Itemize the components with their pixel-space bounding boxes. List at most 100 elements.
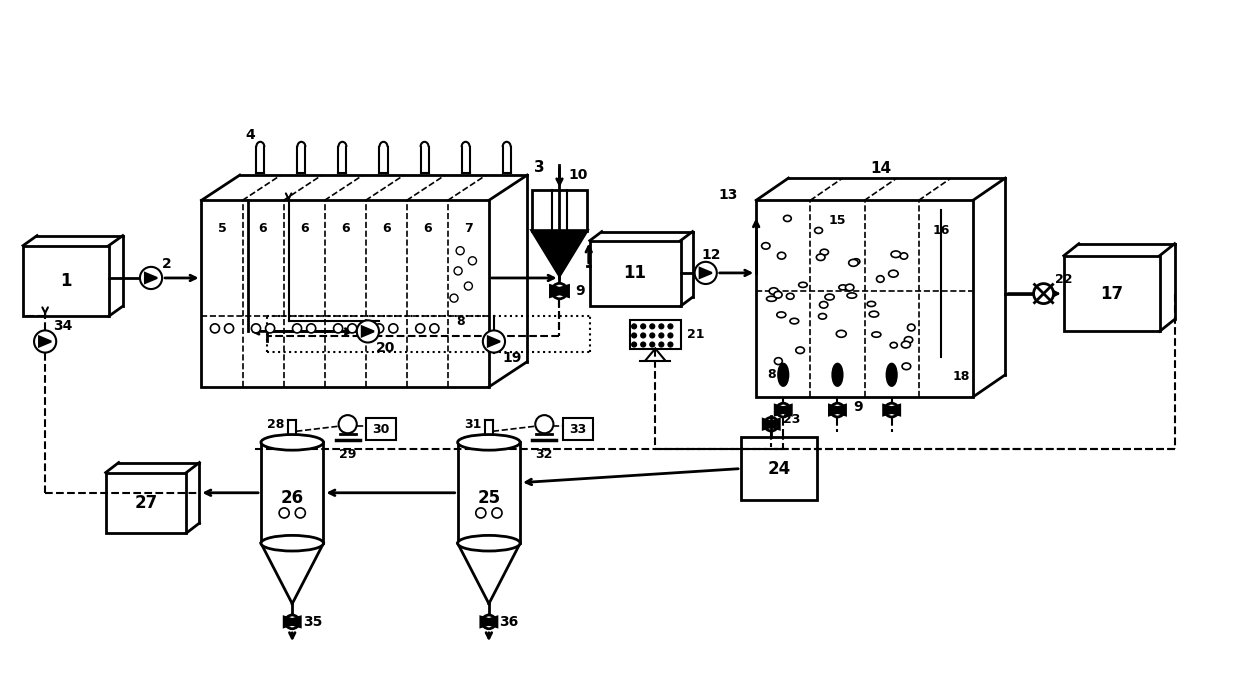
Circle shape [641, 333, 646, 338]
Ellipse shape [761, 242, 770, 249]
Ellipse shape [889, 270, 898, 277]
Polygon shape [699, 268, 712, 278]
Ellipse shape [786, 293, 794, 299]
Ellipse shape [867, 301, 875, 307]
Circle shape [454, 267, 463, 275]
Text: 15: 15 [828, 214, 846, 227]
Ellipse shape [769, 288, 779, 294]
Circle shape [694, 262, 717, 284]
Ellipse shape [847, 293, 857, 298]
Circle shape [668, 324, 673, 329]
Circle shape [482, 331, 505, 352]
Text: 25: 25 [477, 489, 501, 507]
Circle shape [650, 333, 655, 338]
Circle shape [650, 342, 655, 347]
Ellipse shape [838, 285, 847, 290]
Polygon shape [551, 285, 569, 296]
Circle shape [252, 324, 260, 333]
Ellipse shape [775, 358, 782, 365]
Text: 35: 35 [303, 615, 322, 629]
Text: 6: 6 [382, 222, 391, 235]
Polygon shape [481, 617, 497, 627]
Ellipse shape [779, 363, 789, 386]
Circle shape [631, 324, 636, 329]
Circle shape [33, 331, 56, 352]
Circle shape [334, 324, 342, 333]
Bar [590, 240, 681, 306]
Ellipse shape [901, 342, 910, 348]
Ellipse shape [908, 324, 915, 331]
Ellipse shape [799, 282, 807, 288]
Ellipse shape [832, 363, 842, 386]
Polygon shape [481, 617, 497, 627]
Circle shape [456, 247, 464, 255]
Text: 7: 7 [464, 222, 472, 235]
Text: 32: 32 [536, 448, 553, 461]
Polygon shape [763, 419, 780, 429]
Ellipse shape [836, 331, 846, 337]
Text: 14: 14 [870, 161, 892, 176]
Text: 9: 9 [575, 284, 584, 298]
Ellipse shape [818, 313, 827, 319]
Text: 27: 27 [134, 494, 157, 512]
Text: 18: 18 [952, 370, 970, 383]
Ellipse shape [890, 342, 898, 348]
Bar [630, 320, 681, 348]
Circle shape [389, 324, 398, 333]
Text: 4: 4 [246, 128, 255, 142]
Text: 13: 13 [718, 189, 738, 202]
Ellipse shape [900, 253, 908, 260]
Circle shape [1034, 283, 1054, 303]
Text: 17: 17 [1100, 285, 1123, 303]
Bar [563, 418, 593, 441]
Text: 1: 1 [60, 272, 72, 290]
Circle shape [536, 415, 553, 433]
Text: 24: 24 [768, 460, 790, 477]
Circle shape [464, 282, 472, 290]
Text: 29: 29 [339, 448, 356, 461]
Text: 9: 9 [853, 400, 863, 414]
Ellipse shape [904, 337, 913, 343]
Ellipse shape [825, 294, 835, 300]
Ellipse shape [877, 276, 884, 282]
Circle shape [658, 333, 663, 338]
Circle shape [279, 508, 289, 518]
Ellipse shape [458, 535, 520, 551]
Ellipse shape [260, 434, 324, 450]
Polygon shape [830, 405, 846, 415]
Ellipse shape [892, 251, 900, 257]
Text: 12: 12 [701, 248, 720, 262]
Ellipse shape [901, 363, 910, 370]
Circle shape [357, 320, 379, 342]
Ellipse shape [846, 284, 854, 291]
Text: 21: 21 [687, 328, 704, 341]
Text: 31: 31 [464, 418, 481, 431]
Circle shape [658, 324, 663, 329]
Text: 6: 6 [259, 222, 268, 235]
Circle shape [476, 508, 486, 518]
Ellipse shape [869, 311, 879, 317]
Circle shape [140, 267, 162, 289]
Circle shape [265, 324, 274, 333]
Text: 10: 10 [568, 168, 588, 182]
Ellipse shape [260, 535, 324, 551]
Polygon shape [145, 273, 157, 283]
Polygon shape [551, 285, 569, 296]
Text: 30: 30 [372, 423, 389, 436]
Bar [1064, 255, 1159, 331]
Circle shape [430, 324, 439, 333]
Circle shape [668, 342, 673, 347]
Polygon shape [362, 326, 374, 337]
Ellipse shape [777, 252, 786, 259]
Circle shape [631, 333, 636, 338]
Text: 34: 34 [53, 320, 73, 333]
Circle shape [224, 324, 233, 333]
Circle shape [650, 324, 655, 329]
Polygon shape [284, 617, 300, 627]
Ellipse shape [853, 259, 859, 264]
Text: 8: 8 [768, 368, 775, 381]
Ellipse shape [820, 249, 828, 255]
Polygon shape [775, 405, 791, 415]
Text: 5: 5 [217, 222, 227, 235]
Text: 26: 26 [280, 489, 304, 507]
